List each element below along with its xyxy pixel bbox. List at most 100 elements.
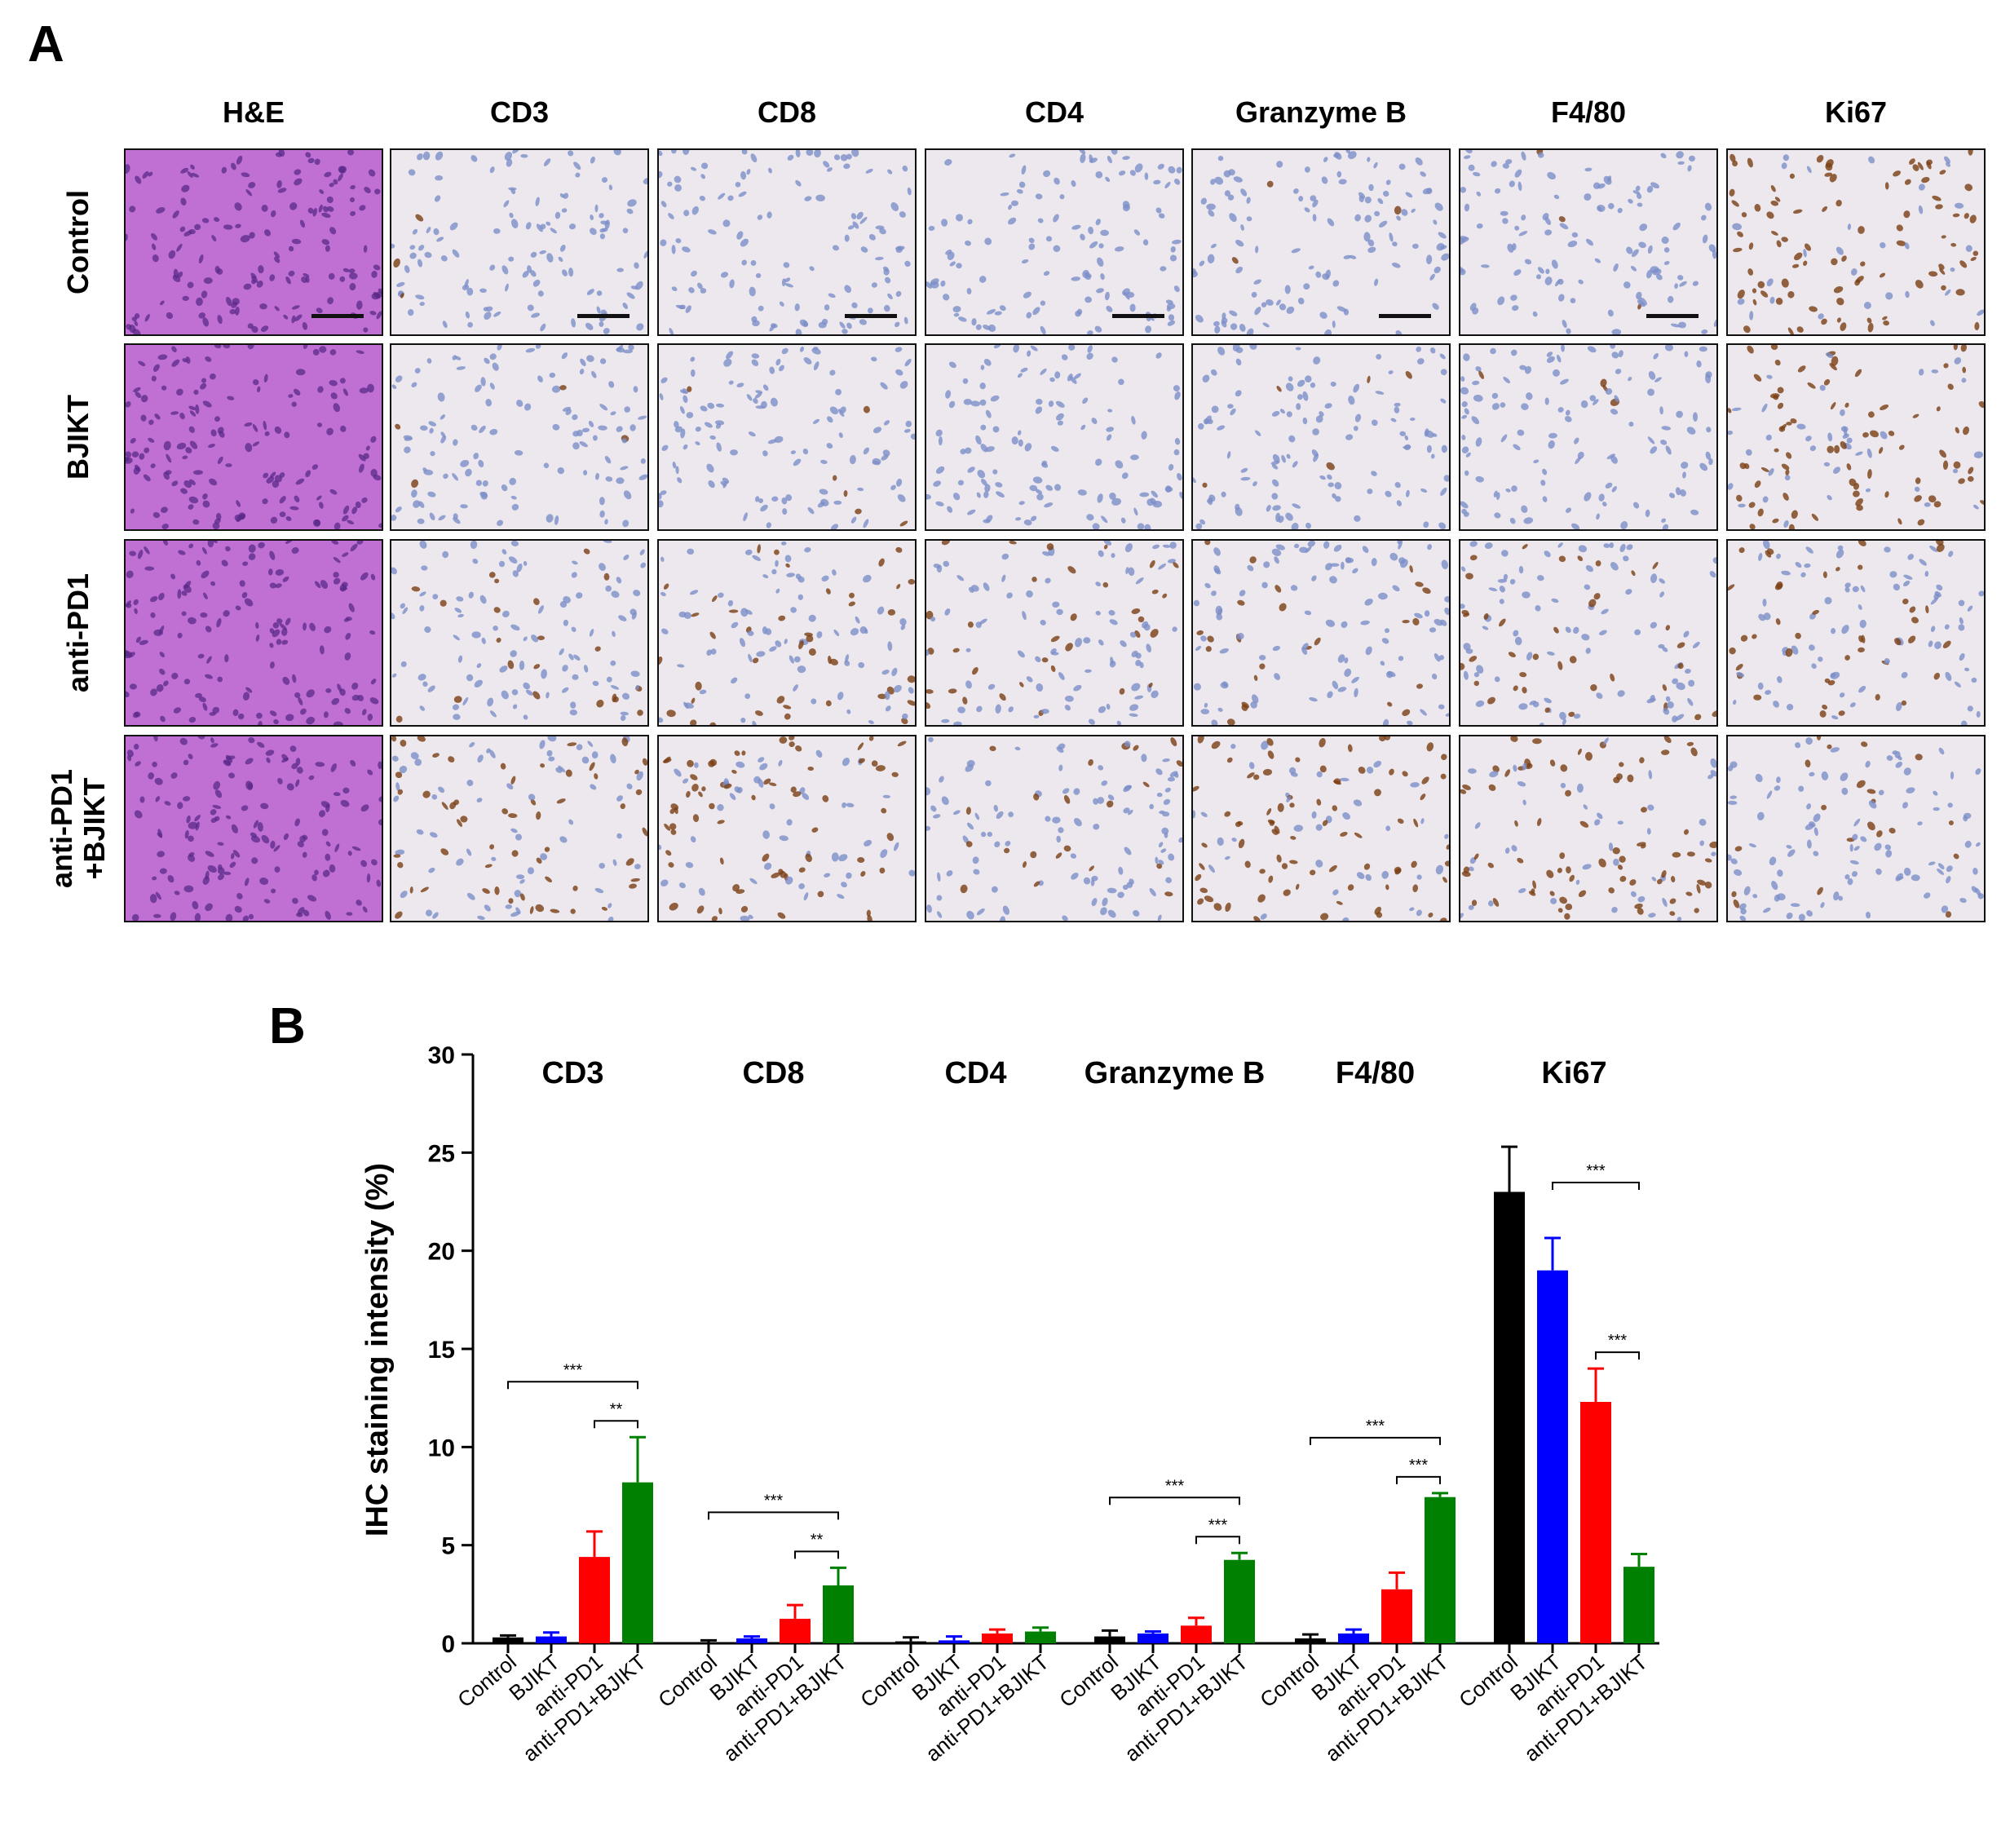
micrograph-bjikt-f4-80 <box>1459 343 1718 531</box>
micrograph-anti-pd1-bjikt-cd3 <box>390 735 649 922</box>
y-tick-label: 20 <box>428 1239 455 1266</box>
bar <box>939 1640 970 1643</box>
bar <box>1138 1633 1168 1643</box>
significance-label: *** <box>764 1492 784 1510</box>
significance-bracket <box>594 1420 638 1429</box>
bar <box>736 1638 767 1643</box>
bar <box>1580 1401 1611 1643</box>
bar <box>1381 1589 1412 1643</box>
group-title: Ki67 <box>1541 1056 1606 1090</box>
micrograph-control-granzyme-b <box>1191 148 1451 336</box>
significance-label: *** <box>1208 1516 1228 1534</box>
bar <box>895 1641 926 1643</box>
significance-bracket <box>708 1511 839 1520</box>
bar <box>536 1636 567 1643</box>
significance-bracket <box>1595 1351 1640 1360</box>
significance-label: ** <box>610 1400 623 1418</box>
column-header-ki67: Ki67 <box>1824 95 1888 129</box>
significance-label: *** <box>1165 1477 1185 1495</box>
micrograph-bjikt-granzyme-b <box>1191 343 1451 531</box>
micrograph-anti-pd1-bjikt-cd4 <box>925 735 1184 922</box>
bar <box>1295 1638 1326 1643</box>
significance-bracket <box>794 1550 839 1559</box>
micrograph-anti-pd1-f4-80 <box>1459 539 1718 727</box>
group-title: CD3 <box>541 1056 603 1090</box>
column-header-cd4: CD4 <box>1024 95 1085 129</box>
micrograph-anti-pd1-bjikt-cd8 <box>657 735 917 922</box>
bar <box>823 1585 854 1643</box>
bar <box>693 1642 724 1643</box>
bar <box>1623 1567 1654 1643</box>
y-tick-label: 10 <box>428 1435 455 1461</box>
bar <box>1338 1633 1369 1643</box>
micrograph-anti-pd1-cd3 <box>390 539 649 727</box>
panel-b-label: B <box>269 998 306 1054</box>
group-title: F4/80 <box>1336 1056 1415 1090</box>
micrograph-control-cd4 <box>925 148 1184 336</box>
group-title: CD4 <box>944 1056 1006 1090</box>
bar <box>1425 1497 1456 1643</box>
panel-a-label: A <box>28 16 64 73</box>
micrograph-bjikt-h-e <box>124 343 383 531</box>
scale-bar <box>311 314 364 318</box>
micrograph-anti-pd1-ki67 <box>1726 539 1986 727</box>
micrograph-control-cd3 <box>390 148 649 336</box>
bar <box>1181 1625 1212 1643</box>
bar <box>1537 1270 1568 1643</box>
significance-bracket <box>507 1381 638 1390</box>
bar <box>493 1637 523 1643</box>
significance-label: ** <box>811 1531 824 1549</box>
micrograph-control-cd8 <box>657 148 917 336</box>
column-header-f4-80: F4/80 <box>1550 95 1627 129</box>
y-tick-label: 5 <box>441 1533 455 1560</box>
bar <box>622 1482 653 1643</box>
y-tick-label: 0 <box>441 1631 455 1658</box>
scale-bar <box>1112 314 1164 318</box>
micrograph-bjikt-cd4 <box>925 343 1184 531</box>
significance-bracket <box>1195 1536 1240 1545</box>
micrograph-anti-pd1-granzyme-b <box>1191 539 1451 727</box>
bar <box>1224 1559 1255 1643</box>
y-tick-label: 25 <box>428 1140 455 1167</box>
micrograph-anti-pd1-bjikt-ki67 <box>1726 735 1986 922</box>
micrograph-anti-pd1-h-e <box>124 539 383 727</box>
significance-bracket <box>1109 1497 1240 1505</box>
scale-bar <box>1646 314 1699 318</box>
micrograph-bjikt-cd3 <box>390 343 649 531</box>
bar <box>579 1557 610 1643</box>
significance-label: *** <box>1608 1332 1628 1350</box>
bar <box>1025 1631 1056 1643</box>
significance-label: *** <box>1586 1162 1606 1180</box>
micrograph-anti-pd1-cd4 <box>925 539 1184 727</box>
significance-label: *** <box>1366 1417 1385 1435</box>
column-header-cd3: CD3 <box>489 95 550 129</box>
micrograph-anti-pd1-bjikt-f4-80 <box>1459 735 1718 922</box>
significance-label: *** <box>1409 1457 1429 1474</box>
micrograph-anti-pd1-bjikt-granzyme-b <box>1191 735 1451 922</box>
significance-bracket <box>1310 1436 1441 1445</box>
y-axis-title: IHC staining intensity (%) <box>360 1163 395 1536</box>
bar <box>1494 1191 1525 1643</box>
micrograph-control-ki67 <box>1726 148 1986 336</box>
scale-bar <box>1379 314 1431 318</box>
significance-bracket <box>1396 1475 1441 1484</box>
micrograph-anti-pd1-bjikt-h-e <box>124 735 383 922</box>
column-header-granzyme-b: Granzyme B <box>1235 95 1407 129</box>
significance-bracket <box>1552 1182 1640 1191</box>
column-header-h-e: H&E <box>222 95 285 129</box>
bar <box>780 1618 811 1643</box>
scale-bar <box>577 314 630 318</box>
scale-bar <box>845 314 897 318</box>
significance-label: *** <box>563 1361 583 1379</box>
micrograph-bjikt-cd8 <box>657 343 917 531</box>
micrograph-anti-pd1-cd8 <box>657 539 917 727</box>
column-header-cd8: CD8 <box>757 95 817 129</box>
micrograph-control-f4-80 <box>1459 148 1718 336</box>
micrograph-bjikt-ki67 <box>1726 343 1986 531</box>
bar <box>1094 1636 1125 1643</box>
group-title: Granzyme B <box>1085 1056 1266 1090</box>
micrograph-control-h-e <box>124 148 383 336</box>
y-tick-label: 15 <box>428 1337 455 1364</box>
bar <box>982 1633 1013 1643</box>
